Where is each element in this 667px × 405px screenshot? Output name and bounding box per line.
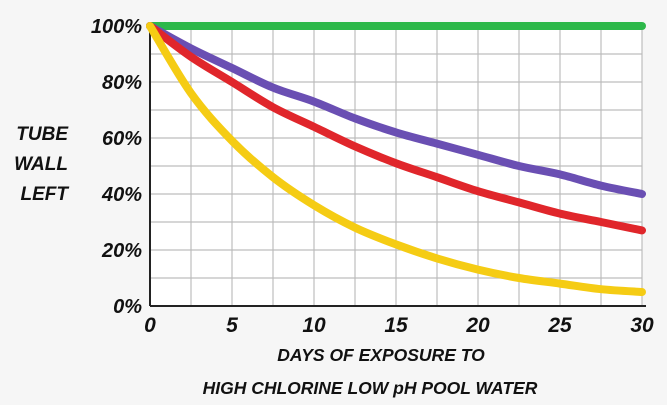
series-line-red: [146, 22, 646, 235]
y-tick-label: 60%: [102, 128, 142, 150]
x-tick-label: 15: [384, 314, 408, 337]
x-tick-label: 25: [547, 314, 572, 337]
y-tick-label: 80%: [102, 72, 142, 94]
y-axis-label: LEFT: [21, 184, 70, 205]
x-tick-label: 5: [226, 314, 238, 337]
x-tick-label: 10: [302, 314, 326, 337]
y-tick-label: 40%: [101, 184, 142, 206]
y-tick-label: 20%: [101, 240, 142, 262]
x-axis-label: HIGH CHLORINE LOW pH POOL WATER: [203, 378, 538, 398]
y-axis-label: WALL: [14, 154, 68, 175]
series-line-purple: [146, 22, 646, 198]
x-tick-label: 30: [630, 314, 654, 337]
y-tick-label: 100%: [91, 16, 142, 38]
series-line-yellow: [146, 22, 646, 296]
y-axis-label: TUBE: [16, 124, 69, 145]
y-tick-label: 0%: [113, 296, 142, 318]
x-tick-label: 0: [144, 314, 156, 337]
x-axis-label: DAYS OF EXPOSURE TO: [277, 345, 485, 365]
series-lines: [146, 21, 646, 296]
x-tick-label: 20: [465, 314, 490, 337]
tick-labels: 0% 20% 40% 60% 80% 100% 0 5 10 15 20 25 30: [91, 16, 654, 337]
axis-labels: TUBE WALL LEFT DAYS OF EXPOSURE TO HIGH CHLO…: [14, 124, 538, 398]
